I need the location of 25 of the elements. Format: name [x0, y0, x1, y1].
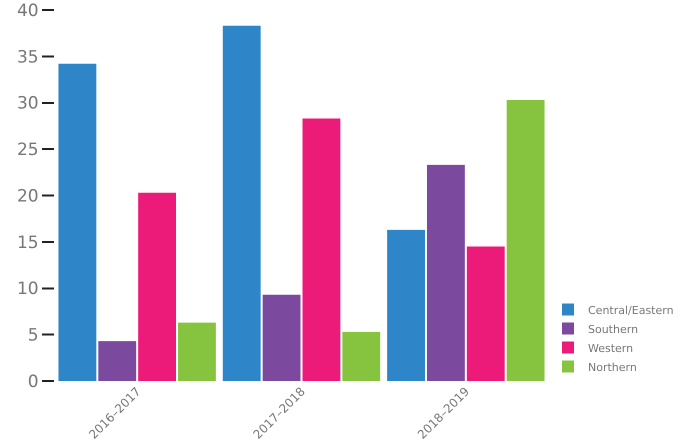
- y-tick-label: 40: [16, 0, 39, 21]
- bar: [506, 100, 545, 381]
- legend-label: Central/Eastern: [588, 304, 674, 317]
- legend-label: Southern: [588, 322, 638, 336]
- bar: [58, 64, 96, 381]
- bar: [426, 164, 465, 381]
- bar: [98, 341, 136, 381]
- bar: [387, 230, 425, 381]
- legend-label: Western: [588, 342, 634, 355]
- bar: [138, 192, 176, 381]
- y-tick-label: 5: [28, 326, 39, 346]
- bar: [466, 246, 505, 381]
- y-tick-label: 0: [28, 372, 39, 392]
- bar: [262, 294, 300, 381]
- y-tick-label: 20: [16, 186, 39, 206]
- legend-label: Northern: [588, 360, 637, 374]
- y-tick-label: 25: [16, 140, 39, 160]
- bar: [342, 332, 380, 381]
- y-tick-label: 30: [16, 94, 39, 114]
- bar: [178, 322, 216, 381]
- bar: [222, 26, 261, 381]
- y-tick-label: 35: [16, 47, 39, 68]
- bar: [302, 118, 340, 381]
- y-tick-label: 10: [16, 279, 39, 300]
- y-tick-label: 15: [16, 232, 39, 253]
